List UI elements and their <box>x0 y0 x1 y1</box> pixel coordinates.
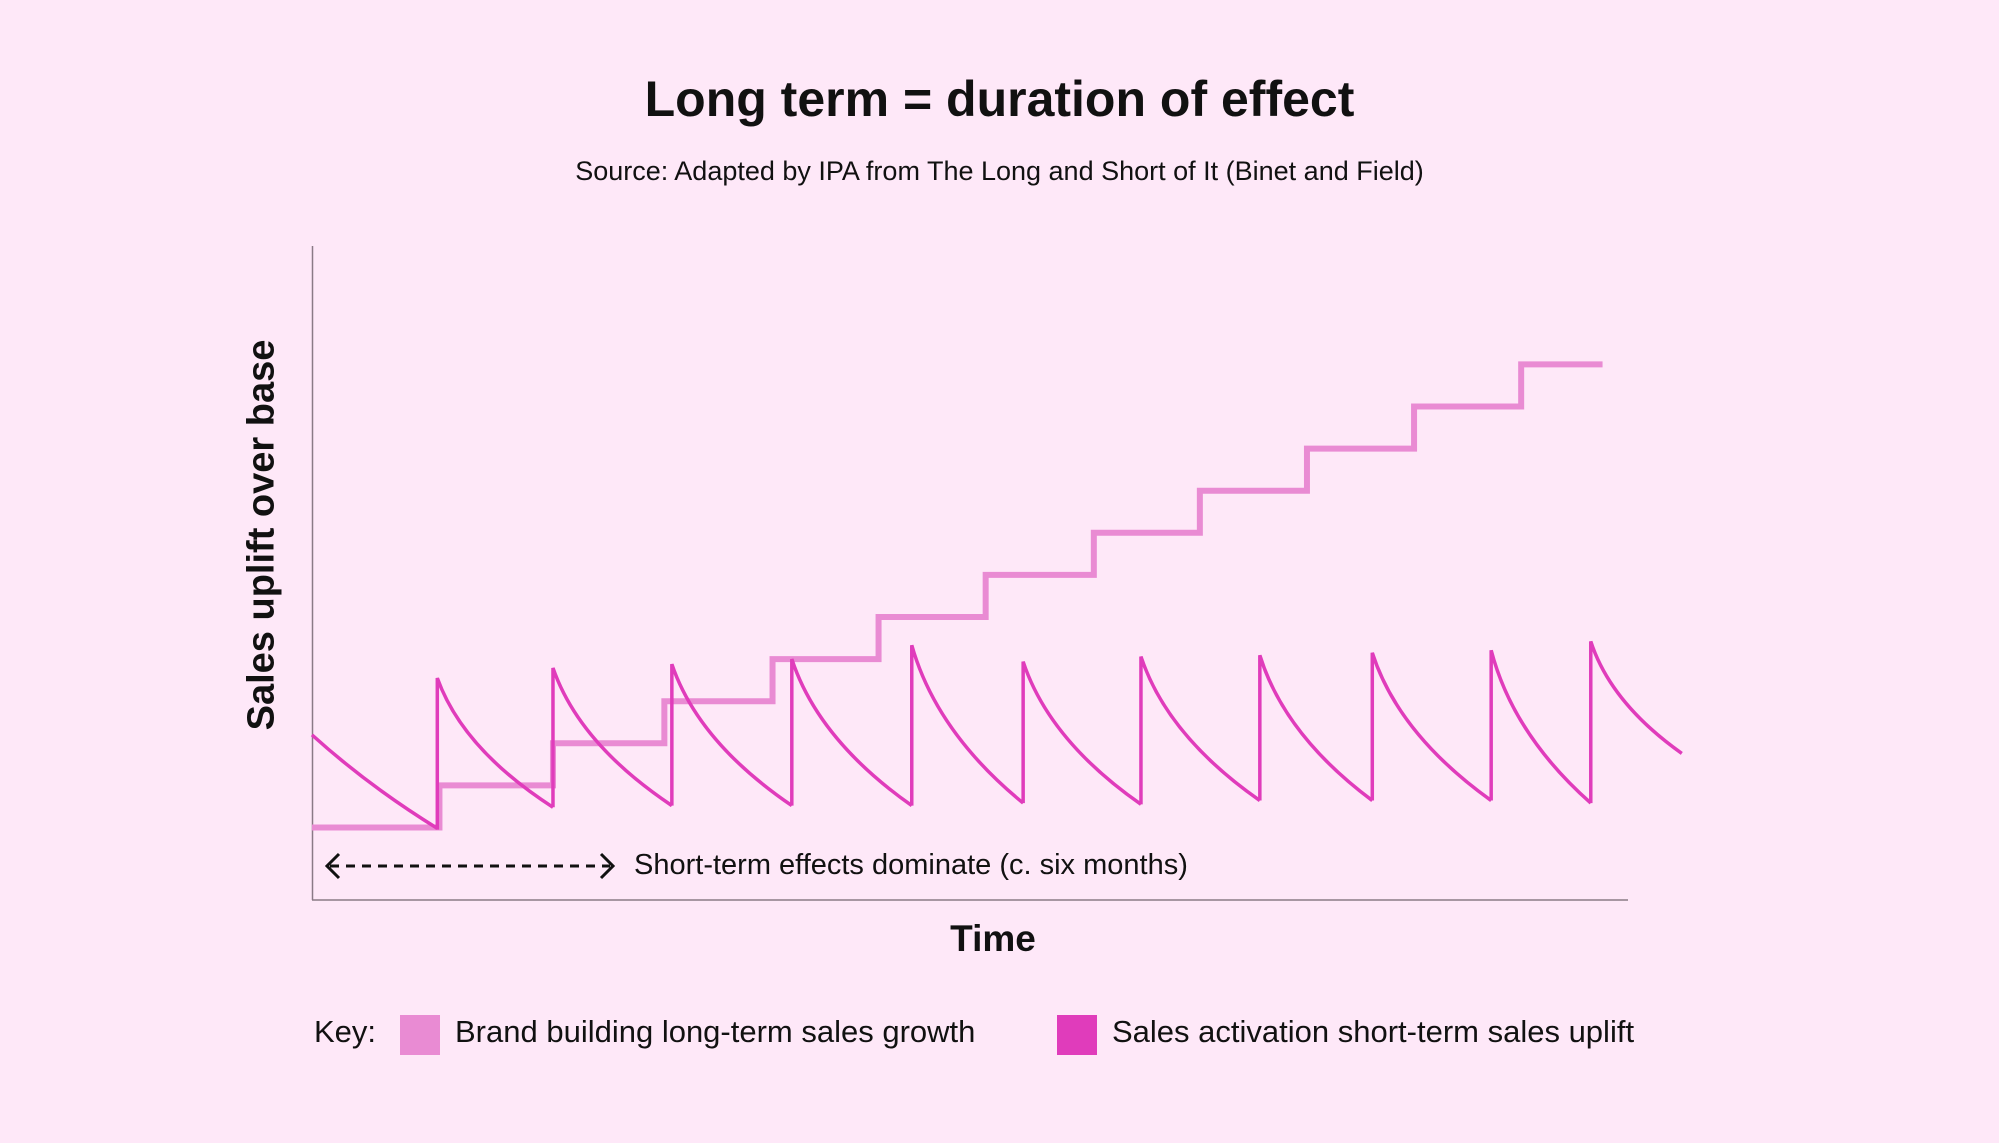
series-brand-building-line <box>312 361 1603 831</box>
activation-pulse <box>790 658 913 808</box>
activation-pulse <box>670 663 793 808</box>
activation-pulse <box>910 644 1025 806</box>
series-sales-activation <box>310 640 1683 830</box>
legend-label-activation: Sales activation short-term sales uplift <box>1112 1014 1635 1049</box>
activation-pulse <box>1021 661 1142 806</box>
legend-title: Key: <box>314 1014 377 1049</box>
activation-initial-decay <box>310 733 439 830</box>
activation-pulse <box>1258 654 1374 802</box>
activation-pulse <box>435 677 554 830</box>
x-axis-label: Time <box>950 918 1036 959</box>
legend-label-brand: Brand building long-term sales growth <box>455 1014 976 1049</box>
legend-swatch-activation <box>1057 1015 1097 1055</box>
chart-title: Long term = duration of effect <box>644 71 1355 127</box>
chart-subtitle: Source: Adapted by IPA from The Long and… <box>575 156 1424 186</box>
activation-pulse <box>1489 649 1592 805</box>
activation-pulse <box>1589 640 1683 804</box>
annotation-text: Short-term effects dominate (c. six mont… <box>634 849 1188 881</box>
activation-pulse <box>1139 656 1261 805</box>
legend-swatch-brand <box>400 1015 440 1055</box>
activation-pulse <box>1370 652 1493 802</box>
annotation-arrow <box>324 852 616 880</box>
activation-pulse <box>551 667 673 808</box>
